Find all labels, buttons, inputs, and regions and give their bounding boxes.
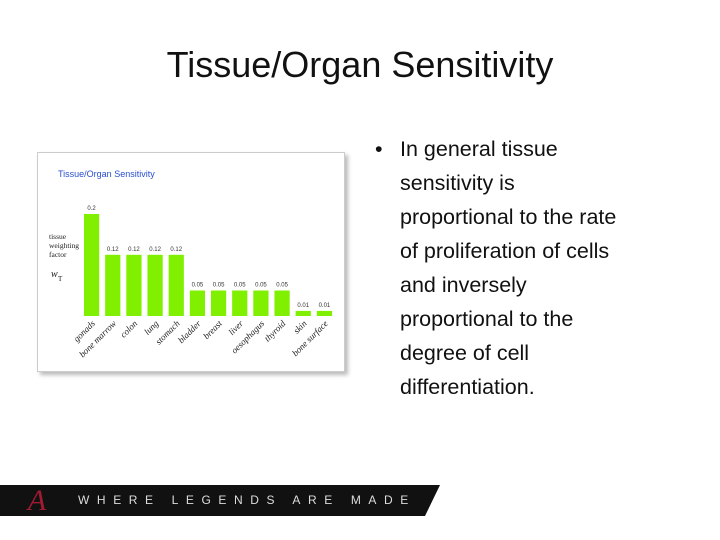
x-tick-label: stomach xyxy=(153,318,182,347)
value-label: 0.12 xyxy=(149,247,161,253)
bullet-line: and inversely xyxy=(400,273,527,297)
value-label: 0.01 xyxy=(319,303,331,309)
y-axis-symbol: w xyxy=(51,269,58,280)
bullet-list: • In general tissue sensitivity is proporti… xyxy=(375,132,616,404)
x-tick-label: bladder xyxy=(176,318,203,345)
footer-logo: A xyxy=(26,485,47,516)
x-tick-label: colon xyxy=(118,318,140,340)
bar xyxy=(232,290,248,316)
bullet-line: proportional to the rate xyxy=(400,205,617,229)
value-label: 0.12 xyxy=(128,247,140,253)
value-label: 0.05 xyxy=(213,283,225,289)
y-axis-label: tissue weighting factor xyxy=(49,232,79,259)
chart-title: Tissue/Organ Sensitivity xyxy=(58,169,155,179)
value-label: 0.2 xyxy=(87,206,96,212)
value-label: 0.05 xyxy=(192,283,204,289)
bar xyxy=(189,290,206,316)
bar xyxy=(168,254,184,316)
slide-title: Tissue/Organ Sensitivity xyxy=(166,44,554,85)
y-axis-symbol-sub: T xyxy=(58,275,63,283)
value-label: 0.12 xyxy=(107,247,119,253)
x-tick-label: breast xyxy=(201,318,224,341)
bullet-dot: • xyxy=(375,137,383,161)
bar xyxy=(147,254,163,316)
bar xyxy=(126,254,142,316)
bullet-line: sensitivity is xyxy=(400,171,515,195)
bullet-line: degree of cell xyxy=(400,341,530,365)
value-label: 0.01 xyxy=(297,303,309,309)
x-tick-label: skin xyxy=(291,318,309,336)
bar xyxy=(295,310,311,316)
bullet-line: proportional to the xyxy=(400,307,574,331)
bullet-line: of proliferation of cells xyxy=(400,239,610,263)
value-label: 0.05 xyxy=(255,283,267,289)
bar xyxy=(105,254,121,316)
bar xyxy=(83,214,100,316)
footer-tagline: WHERE LEGENDS ARE MADE xyxy=(78,493,416,507)
chart: Tissue/Organ Sensitivity tissue weighting… xyxy=(49,169,333,359)
bar xyxy=(253,290,269,316)
bar xyxy=(210,290,227,316)
value-label: 0.05 xyxy=(234,283,246,289)
bar xyxy=(316,310,333,316)
value-label: 0.12 xyxy=(170,247,182,253)
footer-bar: A xyxy=(0,485,440,516)
bullet-line: differentiation. xyxy=(400,375,535,399)
x-tick-label: thyroid xyxy=(262,318,288,344)
value-label: 0.05 xyxy=(276,283,288,289)
chart-image: Tissue/Organ Sensitivity tissue weighting… xyxy=(37,152,345,372)
bullet-line: In general tissue xyxy=(400,137,558,161)
bar xyxy=(274,290,290,316)
